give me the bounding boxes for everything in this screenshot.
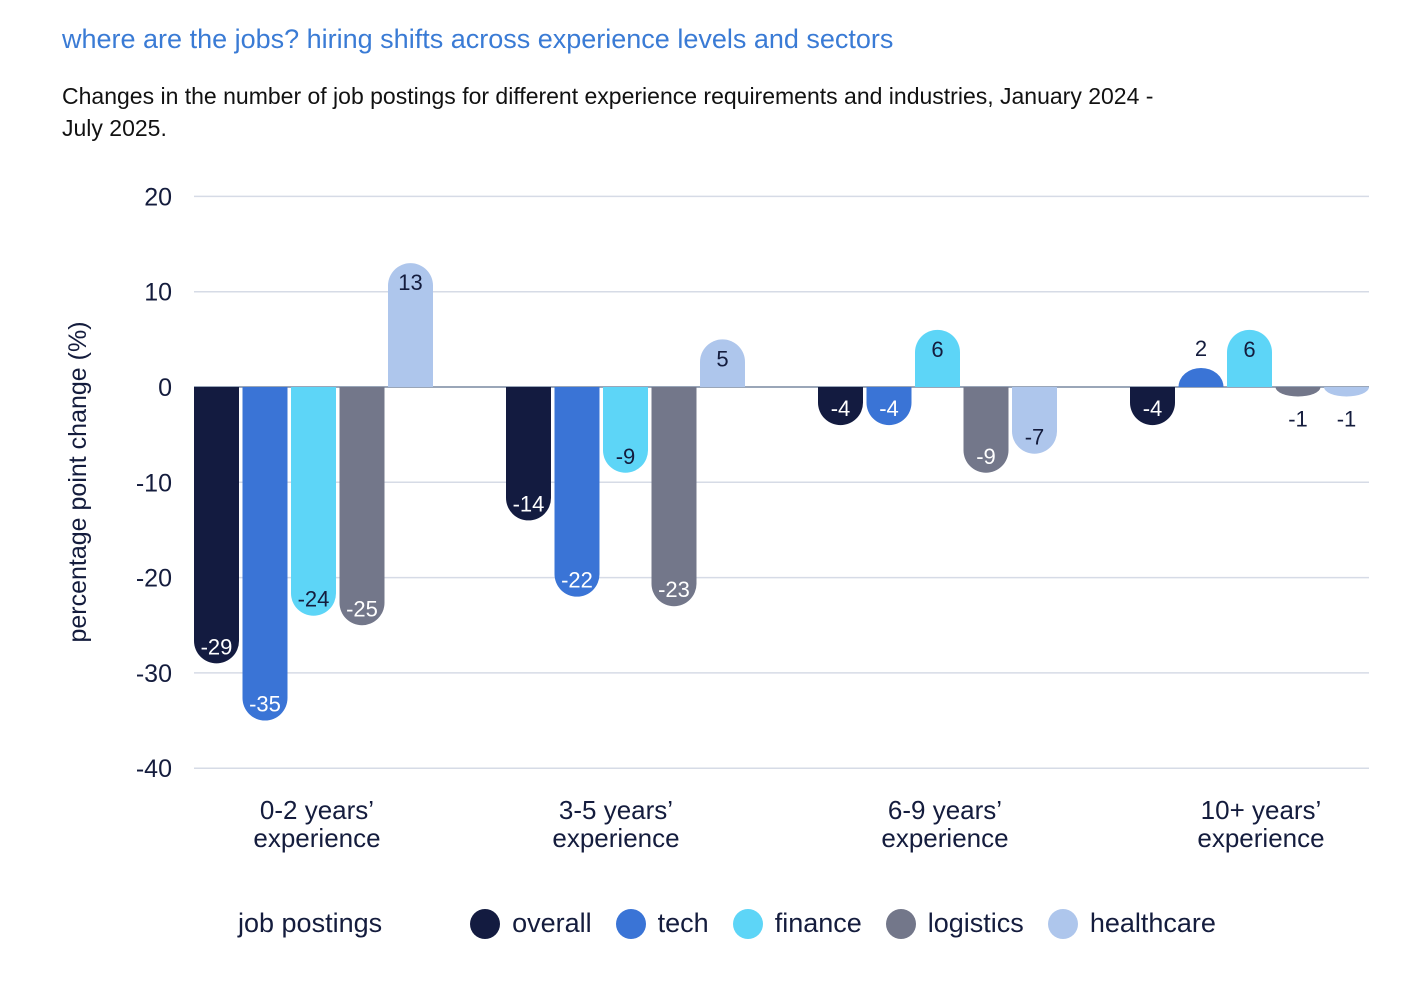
legend-swatch [615,908,646,939]
legend-swatch [1047,908,1078,939]
bars: -29 -14 -4 -4 -35 -22 -4 2 -24 -9 6 6 -25 -23 -9 -1 13 5 -… [194,263,1369,721]
data-label: -4 [879,396,899,421]
data-label: -1 [1337,407,1357,432]
bar-overall [506,387,551,521]
data-label: 2 [1195,336,1207,361]
chart-title: where are the jobs? hiring shifts across… [62,24,894,54]
y-tick-label: -40 [136,755,172,783]
bar-overall [818,387,863,426]
legend-swatch [885,908,916,939]
data-label: 6 [1243,337,1255,362]
data-label: -1 [1288,407,1308,432]
bar-logistics [1275,387,1321,397]
data-label: -29 [201,634,233,659]
legend-label: overall [512,908,592,938]
bar-finance [291,387,336,616]
legend-label: tech [657,908,709,938]
bar-logistics [651,387,697,607]
data-label: -23 [658,577,690,602]
data-label: -24 [298,587,330,612]
x-category-label: experience [253,823,380,853]
y-tick-label: -10 [136,469,172,497]
data-label: 13 [398,270,422,295]
bar-healthcare [1324,387,1369,397]
data-label: -4 [1143,396,1163,421]
legend-label: logistics [927,908,1024,938]
y-tick-label: 10 [144,279,172,307]
x-category-label: 6-9 years’ [888,795,1002,825]
bar-finance [1227,329,1272,387]
y-tick-label: 0 [158,374,172,402]
bar-overall [194,387,240,664]
legend-label: finance [774,908,862,938]
bar-tech [866,387,912,426]
legend-label: healthcare [1089,908,1216,938]
bar-overall [1130,387,1175,426]
bar-tech [1178,367,1224,387]
bar-finance [915,329,960,387]
bar-logistics [339,387,385,626]
legend-item-healthcare: healthcare [1047,908,1216,939]
data-label: -14 [513,491,545,516]
bar-healthcare [1012,387,1057,454]
x-category-label: 10+ years’ [1201,795,1322,825]
data-label: -22 [561,568,593,593]
bar-healthcare [388,263,433,387]
data-label: -9 [616,444,636,469]
legend-title: job postings [238,908,383,938]
legend-swatch [470,908,501,939]
legend-item-overall: overall [470,908,592,939]
data-label: -35 [249,692,281,717]
bar-logistics [963,387,1009,473]
x-category-label: experience [552,823,679,853]
x-category-label: 3-5 years’ [559,795,673,825]
chart-subtitle: Changes in the number of job postings fo… [62,83,1154,141]
data-label: -4 [831,396,851,421]
y-tick-label: -20 [136,565,172,593]
x-category-label: 0-2 years’ [260,795,374,825]
legend-item-tech: tech [615,908,709,939]
y-tick-label: -30 [136,660,172,688]
data-label: -7 [1025,425,1045,450]
bar-finance [603,387,648,473]
x-category-label: experience [881,823,1008,853]
data-label: -25 [346,596,378,621]
y-axis-ticks: 20 10 0 -10 -20 -30 -40 [136,183,172,783]
legend-item-finance: finance [732,908,862,939]
legend-item-logistics: logistics [885,908,1024,939]
bar-tech [242,387,288,721]
data-label: -9 [976,444,996,469]
bar-healthcare [700,339,745,387]
legend-swatch [732,908,763,939]
data-label: 5 [716,346,728,371]
legend: job postings overall tech finance logistics… [238,908,1240,939]
bar-tech [554,387,600,597]
x-category-label: experience [1197,823,1324,853]
y-axis-label: percentage point change (%) [64,321,92,642]
y-tick-label: 20 [144,183,172,211]
data-label: 6 [931,337,943,362]
